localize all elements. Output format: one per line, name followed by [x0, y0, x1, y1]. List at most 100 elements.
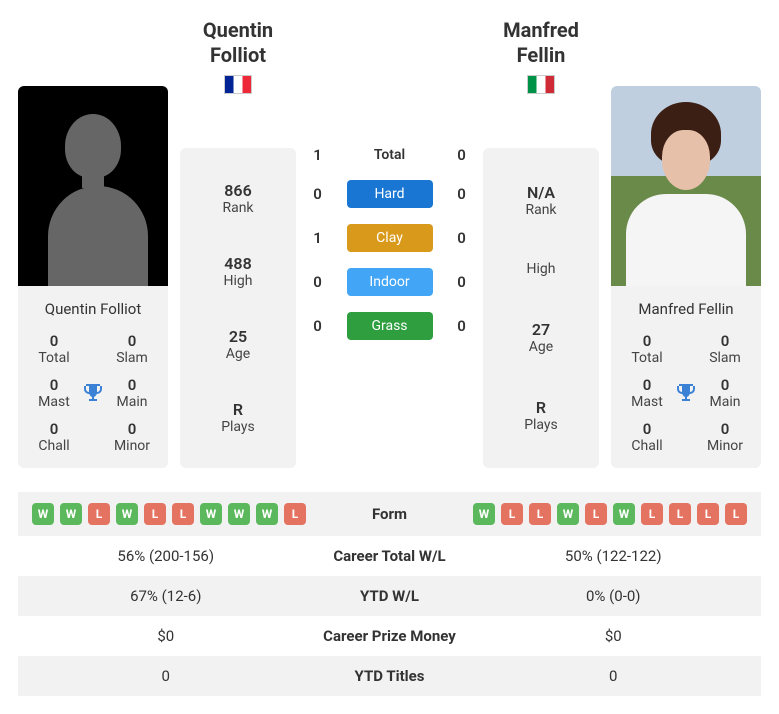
h2h-row-indoor: 0 Indoor 0: [308, 268, 471, 296]
player2-form-1[interactable]: L: [501, 503, 523, 525]
player1-title-total: 0Total: [30, 332, 78, 366]
player1-title-main: 0Main: [108, 376, 156, 410]
player2-prize: $0: [480, 627, 748, 645]
player2-form-2[interactable]: L: [529, 503, 551, 525]
flag-france-icon: [224, 75, 252, 94]
player1-form-5[interactable]: L: [172, 503, 194, 525]
h2h-p2-indoor: 0: [453, 273, 471, 291]
player1-title-slam: 0Slam: [108, 332, 156, 366]
player2-age: 27Age: [483, 320, 599, 355]
h2h-p1-grass: 0: [309, 317, 327, 335]
player2-form-8[interactable]: L: [697, 503, 719, 525]
player1-photo: [18, 86, 168, 286]
player1-stats-col: 866Rank 488High 25Age RPlays: [180, 148, 296, 468]
player1-form-6[interactable]: W: [200, 503, 222, 525]
player1-title-chall: 0Chall: [30, 420, 78, 454]
player1-career-wl: 56% (200-156): [32, 547, 300, 565]
h2h-row-clay: 1Clay0: [308, 224, 471, 252]
player2-ytd-wl: 0% (0-0): [480, 587, 748, 605]
player2-name-header: ManfredFellin: [503, 18, 579, 94]
compare-label-prize: Career Prize Money: [300, 627, 480, 645]
player1-title-mast: 0Mast: [30, 376, 78, 410]
h2h-row-grass: 0 Grass 0: [308, 312, 471, 340]
top-comparison-row: Quentin Folliot 0Total 0Slam 0Mast 0Main…: [18, 18, 761, 468]
compare-row-ytd-wl: 67% (12-6) YTD W/L 0% (0-0): [18, 576, 761, 616]
player2-form-strip: WLLWLWLLLL: [473, 503, 747, 525]
player2-ytd-titles: 0: [480, 667, 748, 685]
h2h-label-indoor[interactable]: Indoor: [347, 268, 433, 296]
player1-card-name[interactable]: Quentin Folliot: [18, 286, 168, 332]
player2-title-main: 0Main: [701, 376, 749, 410]
player1-block: Quentin Folliot 0Total 0Slam 0Mast 0Main…: [18, 18, 296, 468]
trophy-icon: [78, 376, 108, 410]
compare-row-ytd-titles: 0 YTD Titles 0: [18, 656, 761, 696]
compare-label-career-wl: Career Total W/L: [300, 547, 480, 565]
player2-form-7[interactable]: L: [669, 503, 691, 525]
compare-label-ytd-titles: YTD Titles: [300, 667, 480, 685]
player2-career-wl: 50% (122-122): [480, 547, 748, 565]
compare-row-career-wl: 56% (200-156) Career Total W/L 50% (122-…: [18, 536, 761, 576]
player2-form-5[interactable]: W: [613, 503, 635, 525]
player1-form-8[interactable]: W: [256, 503, 278, 525]
player2-form-9[interactable]: L: [725, 503, 747, 525]
trophy-icon: [671, 376, 701, 410]
player2-high: High: [483, 261, 599, 277]
h2h-p1-total: 1: [309, 146, 327, 164]
player1-rank: 866Rank: [180, 181, 296, 216]
player2-rank: N/ARank: [483, 183, 599, 218]
player1-age: 25Age: [180, 327, 296, 362]
h2h-p1-indoor: 0: [309, 273, 327, 291]
player1-title-minor: 0Minor: [108, 420, 156, 454]
player1-high: 488High: [180, 254, 296, 289]
h2h-row-hard: 0 Hard 0: [308, 180, 471, 208]
player1-ytd-titles: 0: [32, 667, 300, 685]
player1-form-strip: WWLWLLWWWL: [32, 503, 306, 525]
compare-label-form: Form: [306, 505, 473, 523]
player1-form-1[interactable]: W: [60, 503, 82, 525]
player2-form-4[interactable]: L: [585, 503, 607, 525]
h2h-p2-hard: 0: [453, 185, 471, 203]
h2h-p2-grass: 0: [453, 317, 471, 335]
player1-name-header: QuentinFolliot: [203, 18, 273, 94]
player2-title-total: 0Total: [623, 332, 671, 366]
player2-photo: [611, 86, 761, 286]
h2h-p2-clay: 0: [453, 229, 471, 247]
player1-card: Quentin Folliot 0Total 0Slam 0Mast 0Main…: [18, 86, 168, 468]
player1-form-3[interactable]: W: [116, 503, 138, 525]
player2-form-6[interactable]: L: [641, 503, 663, 525]
player-silhouette-icon: [48, 114, 138, 284]
player2-title-mast: 0Mast: [623, 376, 671, 410]
player2-name-stats: ManfredFellin N/ARank High 27Age RPlays: [483, 18, 599, 468]
compare-table: WWLWLLWWWL Form WLLWLWLLLL 56% (200-156)…: [18, 492, 761, 696]
player2-form-3[interactable]: W: [557, 503, 579, 525]
compare-row-form: WWLWLLWWWL Form WLLWLWLLLL: [18, 492, 761, 536]
player2-title-chall: 0Chall: [623, 420, 671, 454]
h2h-center: 1Total00Hard01Clay00Indoor00Grass0: [308, 18, 471, 468]
h2h-label-total: Total: [347, 147, 433, 163]
h2h-label-clay[interactable]: Clay: [347, 224, 433, 252]
h2h-label-hard[interactable]: Hard: [347, 180, 433, 208]
player1-form-0[interactable]: W: [32, 503, 54, 525]
player1-form-4[interactable]: L: [144, 503, 166, 525]
player1-plays: RPlays: [180, 400, 296, 435]
player2-titles-grid: 0Total 0Slam 0Mast 0Main 0Chall 0Minor: [611, 332, 761, 468]
player2-card: Manfred Fellin 0Total 0Slam 0Mast 0Main …: [611, 86, 761, 468]
player2-card-name[interactable]: Manfred Fellin: [611, 286, 761, 332]
compare-row-prize: $0 Career Prize Money $0: [18, 616, 761, 656]
player2-title-slam: 0Slam: [701, 332, 749, 366]
h2h-label-grass[interactable]: Grass: [347, 312, 433, 340]
h2h-row-total: 1 Total 0: [308, 146, 471, 164]
player1-form-9[interactable]: L: [284, 503, 306, 525]
player1-ytd-wl: 67% (12-6): [32, 587, 300, 605]
player2-stats-col: N/ARank High 27Age RPlays: [483, 148, 599, 468]
h2h-p1-hard: 0: [309, 185, 327, 203]
player1-titles-grid: 0Total 0Slam 0Mast 0Main 0Chall 0Minor: [18, 332, 168, 468]
player1-prize: $0: [32, 627, 300, 645]
player1-form-2[interactable]: L: [88, 503, 110, 525]
player2-form-0[interactable]: W: [473, 503, 495, 525]
flag-italy-icon: [527, 75, 555, 94]
player1-name-stats: QuentinFolliot 866Rank 488High 25Age RPl…: [180, 18, 296, 468]
player1-form-7[interactable]: W: [228, 503, 250, 525]
h2h-p2-total: 0: [453, 146, 471, 164]
player2-block: Manfred Fellin 0Total 0Slam 0Mast 0Main …: [483, 18, 761, 468]
